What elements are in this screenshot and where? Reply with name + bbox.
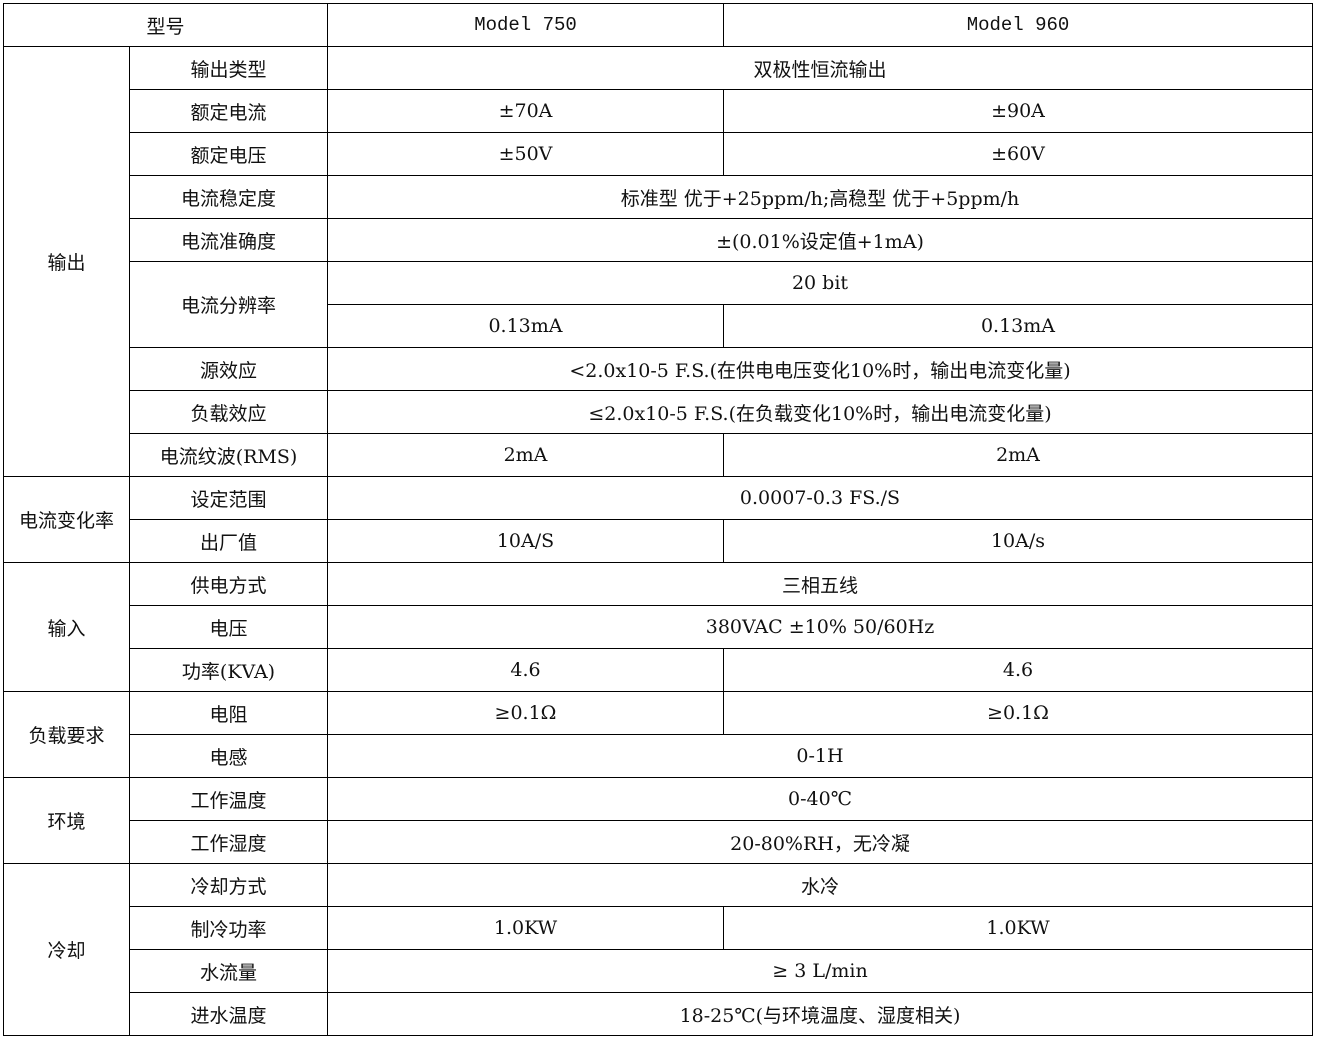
row-label: 进水温度 xyxy=(129,992,328,1036)
group-label: 输入 xyxy=(3,562,130,692)
row-label: 工作温度 xyxy=(129,777,328,821)
row-value: 10A/s xyxy=(723,519,1313,563)
table-row: 水流量 ≥ 3 L/min xyxy=(4,949,1313,993)
row-value: ±90A xyxy=(723,89,1313,133)
table-row: 电流纹波(RMS) 2mA 2mA xyxy=(4,433,1313,477)
row-value: ±70A xyxy=(327,89,724,133)
table-row: 电流变化率 设定范围 0.0007-0.3 FS./S xyxy=(3,476,1313,563)
row-label: 输出类型 xyxy=(129,46,328,90)
table-row: 出厂值 10A/S 10A/s xyxy=(4,519,1313,563)
row-label: 设定范围 xyxy=(129,476,328,520)
row-value: 380VAC ±10% 50/60Hz xyxy=(327,605,1313,649)
table-row: 负载效应 ≤2.0x10-5 F.S.(在负载变化10%时，输出电流变化量) xyxy=(4,390,1313,434)
row-label: 电感 xyxy=(129,734,328,778)
row-value: ≥0.1Ω xyxy=(327,691,724,735)
row-value: <2.0x10-5 F.S.(在供电电压变化10%时，输出电流变化量) xyxy=(327,347,1313,391)
row-value: ±60V xyxy=(723,132,1313,176)
row-value: 2mA xyxy=(327,433,724,477)
table-row: 电流分辨率 20 bit xyxy=(4,261,1313,348)
row-label: 电流分辨率 xyxy=(129,261,328,348)
header-row: 型号 Model 750 Model 960 xyxy=(3,3,1313,47)
row-label: 源效应 xyxy=(129,347,328,391)
table-row: 额定电流 ±70A ±90A xyxy=(4,89,1313,133)
group-label: 冷却 xyxy=(3,863,130,1036)
table-row: 负载要求 电阻 ≥0.1Ω ≥0.1Ω xyxy=(3,691,1313,778)
group-label: 环境 xyxy=(3,777,130,864)
table-row: 电流稳定度 标准型 优于+25ppm/h;高稳型 优于+5ppm/h xyxy=(4,175,1313,219)
row-label: 功率(KVA) xyxy=(129,648,328,692)
table-row: 进水温度 18-25℃(与环境温度、湿度相关) xyxy=(4,992,1313,1036)
row-value: 4.6 xyxy=(327,648,724,692)
row-label: 工作湿度 xyxy=(129,820,328,864)
row-value: 20 bit xyxy=(327,261,1313,305)
row-label: 出厂值 xyxy=(129,519,328,563)
row-value: 标准型 优于+25ppm/h;高稳型 优于+5ppm/h xyxy=(327,175,1313,219)
row-value: 20-80%RH，无冷凝 xyxy=(327,820,1313,864)
row-label: 供电方式 xyxy=(129,562,328,606)
group-label: 输出 xyxy=(3,46,130,477)
table-row: 工作湿度 20-80%RH，无冷凝 xyxy=(4,820,1313,864)
header-model-960: Model 960 xyxy=(723,3,1313,47)
row-value: 1.0KW xyxy=(723,906,1313,950)
row-sub-value: 0.13mA xyxy=(327,304,724,348)
row-value: 0-1H xyxy=(327,734,1313,778)
spec-table: 型号 Model 750 Model 960 输出 输出类型 双极性恒流输出 额定电流… xyxy=(3,3,1313,1036)
row-label: 额定电流 xyxy=(129,89,328,133)
table-row: 额定电压 ±50V ±60V xyxy=(4,132,1313,176)
table-row: 输出 输出类型 双极性恒流输出 xyxy=(3,46,1313,477)
row-value: 1.0KW xyxy=(327,906,724,950)
row-value: 0.0007-0.3 FS./S xyxy=(327,476,1313,520)
row-value: 4.6 xyxy=(723,648,1313,692)
row-value: 18-25℃(与环境温度、湿度相关) xyxy=(327,992,1313,1036)
row-label: 制冷功率 xyxy=(129,906,328,950)
table-row: 0.13mA 0.13mA xyxy=(4,304,1313,348)
row-label: 电阻 xyxy=(129,691,328,735)
table-row: 功率(KVA) 4.6 4.6 xyxy=(4,648,1313,692)
group-label: 负载要求 xyxy=(3,691,130,778)
row-label: 水流量 xyxy=(129,949,328,993)
row-sub-value: 0.13mA xyxy=(723,304,1313,348)
table-row: 输入 供电方式 三相五线 xyxy=(3,562,1313,692)
table-row: 环境 工作温度 0-40℃ xyxy=(3,777,1313,864)
row-value: 0-40℃ xyxy=(327,777,1313,821)
table-row: 电压 380VAC ±10% 50/60Hz xyxy=(4,605,1313,649)
row-value: 双极性恒流输出 xyxy=(327,46,1313,90)
row-value: 三相五线 xyxy=(327,562,1313,606)
header-label: 型号 xyxy=(3,3,328,47)
row-label: 负载效应 xyxy=(129,390,328,434)
row-label: 电流准确度 xyxy=(129,218,328,262)
row-label: 电压 xyxy=(129,605,328,649)
header-model-750: Model 750 xyxy=(327,3,724,47)
group-label: 电流变化率 xyxy=(3,476,130,563)
table-row: 冷却 冷却方式 水冷 xyxy=(3,863,1313,1036)
row-value: 2mA xyxy=(723,433,1313,477)
row-value: ≥ 3 L/min xyxy=(327,949,1313,993)
table-row: 电感 0-1H xyxy=(4,734,1313,778)
table-row: 源效应 <2.0x10-5 F.S.(在供电电压变化10%时，输出电流变化量) xyxy=(4,347,1313,391)
row-label: 电流纹波(RMS) xyxy=(129,433,328,477)
row-value: 水冷 xyxy=(327,863,1313,907)
row-value: ≤2.0x10-5 F.S.(在负载变化10%时，输出电流变化量) xyxy=(327,390,1313,434)
row-label: 额定电压 xyxy=(129,132,328,176)
table-row: 电流准确度 ±(0.01%设定值+1mA) xyxy=(4,218,1313,262)
row-value: ±(0.01%设定值+1mA) xyxy=(327,218,1313,262)
row-value: ≥0.1Ω xyxy=(723,691,1313,735)
row-value: 10A/S xyxy=(327,519,724,563)
table-row: 制冷功率 1.0KW 1.0KW xyxy=(4,906,1313,950)
row-value: ±50V xyxy=(327,132,724,176)
row-label: 冷却方式 xyxy=(129,863,328,907)
row-label: 电流稳定度 xyxy=(129,175,328,219)
